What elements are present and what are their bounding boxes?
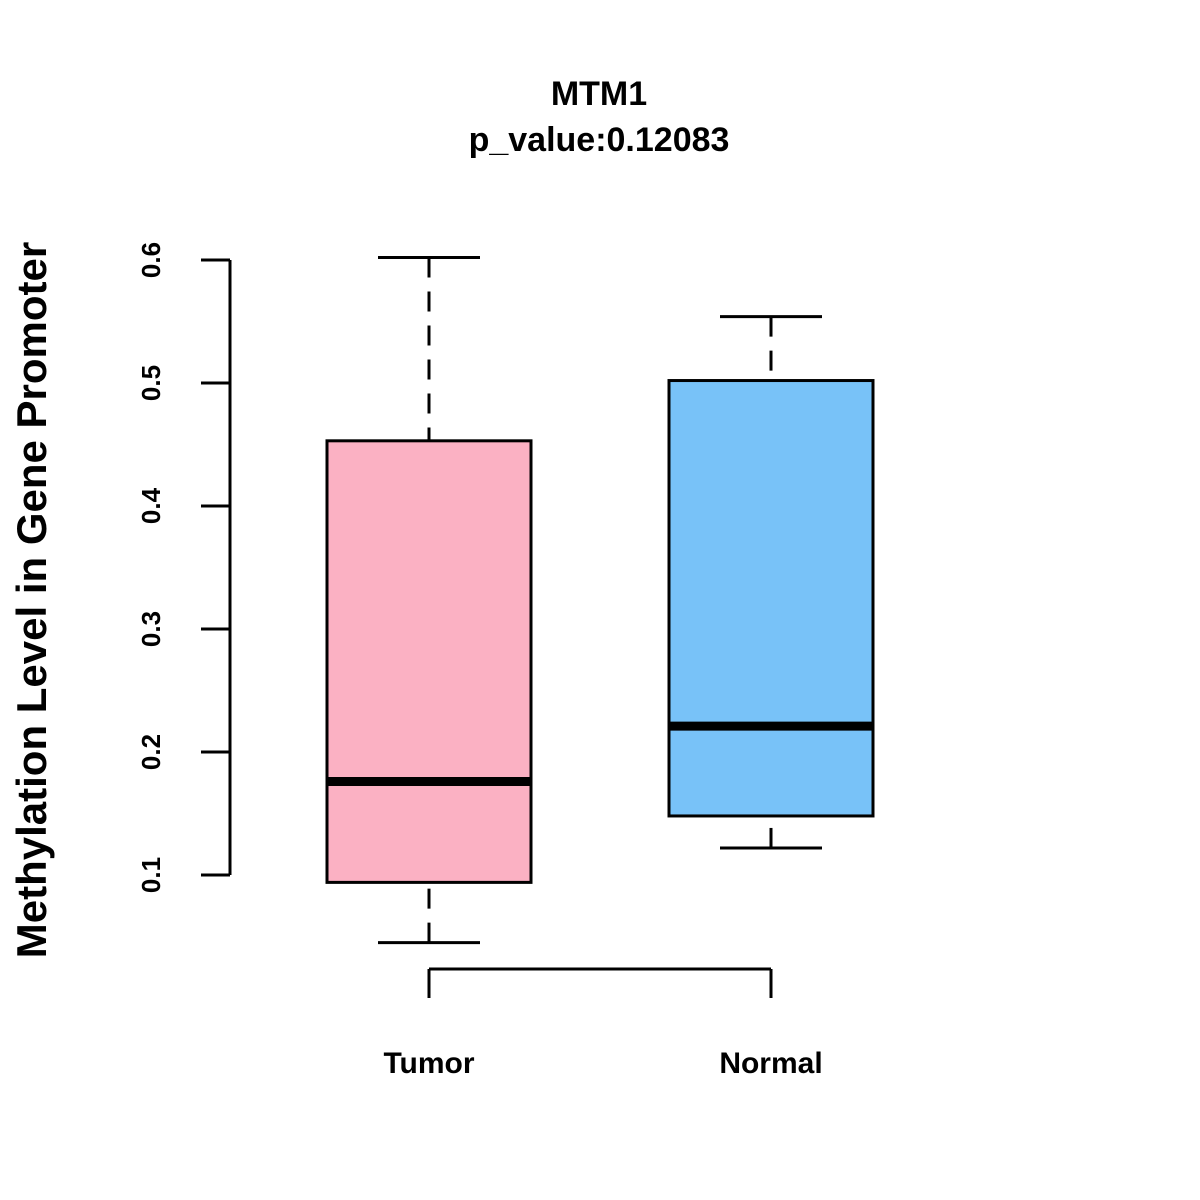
box-group (325, 256, 875, 945)
y-axis: 0.1 0.2 0.3 0.4 0.5 0.6 (136, 242, 232, 893)
x-category-label-normal: Normal (719, 1047, 822, 1080)
chart-title: MTM1 (551, 75, 647, 113)
y-tick-label: 0.4 (136, 487, 166, 524)
box-iqr (667, 379, 875, 818)
y-tick-label: 0.6 (136, 242, 166, 278)
box-iqr (325, 439, 533, 884)
y-tick-label: 0.3 (136, 611, 166, 647)
y-axis-label: Methylation Level in Gene Promoter (8, 242, 55, 958)
chart-subtitle: p_value:0.12083 (469, 121, 730, 159)
x-category-label-tumor: Tumor (383, 1047, 474, 1080)
y-tick-label: 0.2 (136, 734, 166, 770)
y-tick-label: 0.5 (136, 365, 166, 401)
box-normal (667, 315, 875, 850)
y-tick-label: 0.1 (136, 857, 166, 893)
box-tumor (325, 256, 533, 945)
x-axis: Tumor Normal (383, 967, 823, 1080)
